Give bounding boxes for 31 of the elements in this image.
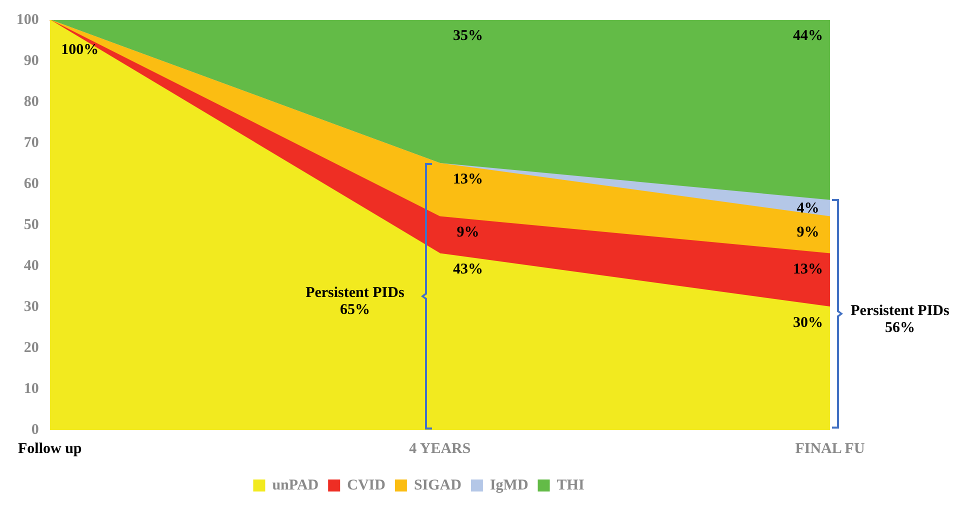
data-label: 100% — [61, 42, 99, 58]
data-label: 9% — [456, 224, 480, 241]
annotation: Persistent PIDs 65% — [304, 284, 406, 319]
legend-label: SIGAD — [414, 477, 462, 494]
data-label: 35% — [452, 28, 483, 44]
data-label: 4% — [796, 200, 820, 216]
y-tick-label: 90 — [24, 52, 39, 69]
annotation: Persistent PIDs 56% — [850, 303, 950, 338]
y-tick-label: 20 — [24, 340, 39, 356]
data-label: 13% — [452, 171, 483, 188]
data-label: 30% — [793, 314, 823, 331]
y-tick-label: 0 — [31, 422, 39, 438]
data-label: 13% — [793, 262, 823, 278]
legend-label: CVID — [347, 477, 386, 494]
data-label: 43% — [452, 262, 483, 278]
legend-label: IgMD — [490, 477, 528, 494]
x-tick-label: Follow up — [18, 440, 82, 457]
x-tick-label: 4 YEARS — [409, 440, 471, 457]
y-tick-label: 10 — [24, 380, 39, 397]
y-tick-label: 80 — [24, 94, 39, 110]
legend-label: unPAD — [272, 477, 319, 494]
y-tick-label: 100 — [16, 12, 39, 28]
y-tick-label: 30 — [24, 298, 39, 315]
data-label: 44% — [793, 28, 823, 44]
x-tick-label: FINAL FU — [795, 440, 865, 457]
y-tick-label: 70 — [24, 134, 39, 151]
data-label: 9% — [796, 224, 820, 241]
legend-label: THI — [556, 477, 584, 494]
y-tick-label: 60 — [24, 176, 39, 192]
y-tick-label: 40 — [24, 258, 39, 274]
y-tick-label: 50 — [24, 216, 39, 233]
